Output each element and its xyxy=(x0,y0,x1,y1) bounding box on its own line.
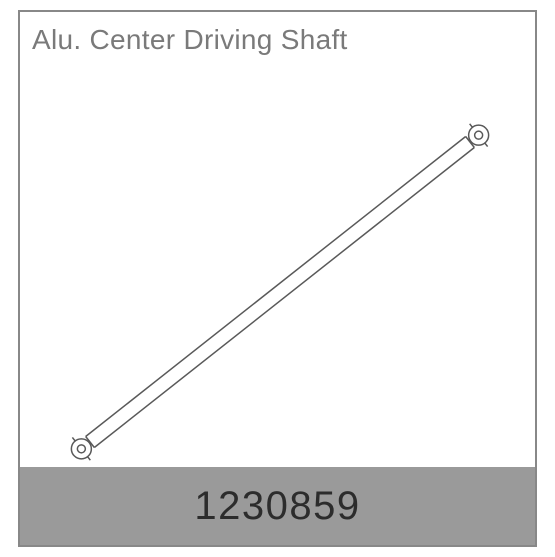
diagram-area xyxy=(20,72,535,465)
part-number: 1230859 xyxy=(194,484,360,529)
card-frame: Alu. Center Driving Shaft 1230859 xyxy=(18,10,537,547)
shaft-diagram xyxy=(20,72,535,467)
part-title: Alu. Center Driving Shaft xyxy=(32,24,348,55)
part-number-bar: 1230859 xyxy=(20,467,535,545)
title-area: Alu. Center Driving Shaft xyxy=(32,24,348,56)
part-card: Alu. Center Driving Shaft 1230859 xyxy=(0,0,555,557)
